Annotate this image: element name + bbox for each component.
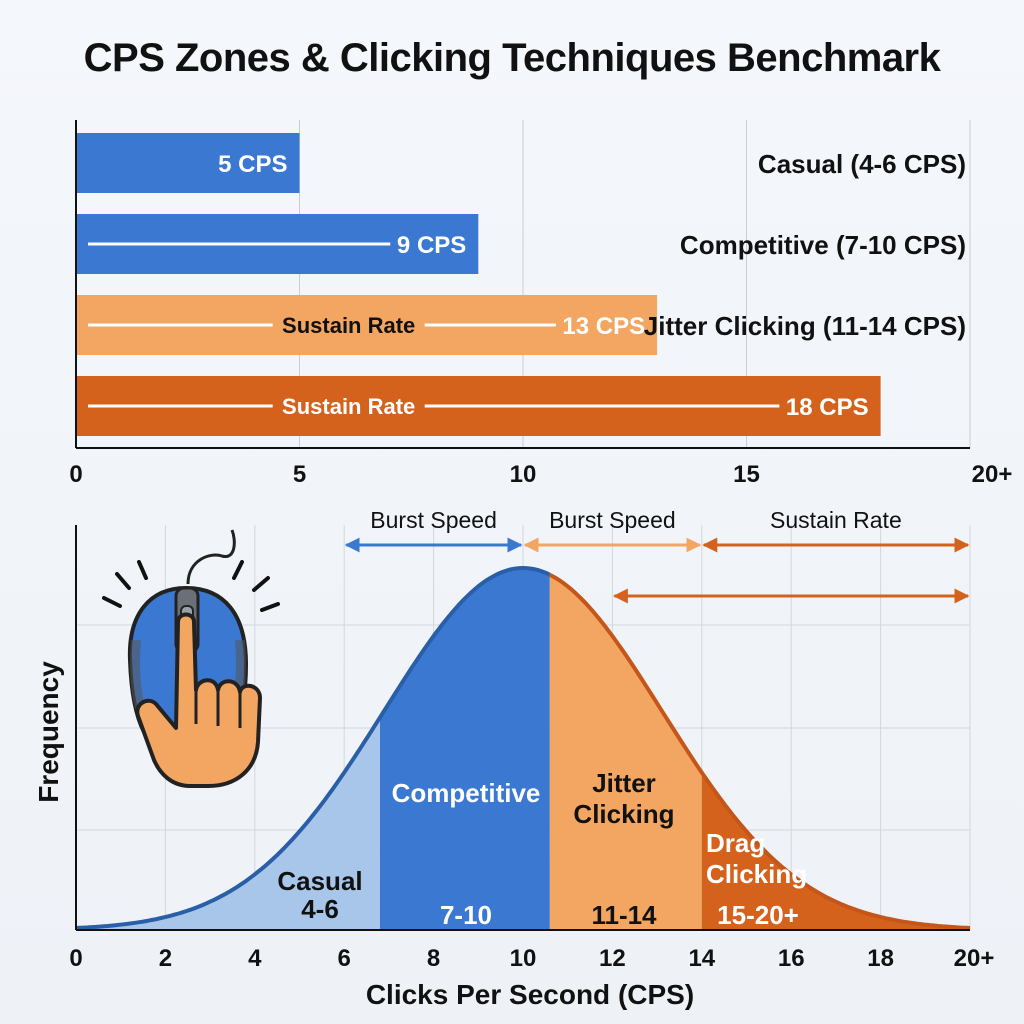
bar-category-label: Competitive (7-10 CPS) [680, 230, 966, 260]
zone-range-label: 7-10 [440, 900, 492, 930]
area-x-tick-label: 18 [867, 945, 894, 972]
area-x-tick-label: 12 [599, 945, 626, 972]
zone-area [379, 568, 550, 930]
area-x-tick-label: 16 [778, 945, 805, 972]
zone-range-label: 4-6 [301, 894, 339, 924]
zone-name-label: Drag Clicking [706, 828, 807, 889]
zone-area [701, 772, 970, 930]
distribution-curve [75, 565, 551, 930]
area-x-tick-label: 6 [338, 945, 351, 972]
bar-x-tick-label: 5 [293, 461, 306, 488]
range-arrow-label: Sustain Rate [770, 507, 902, 533]
range-arrow-label: Burst Speed [370, 507, 497, 533]
bar-inner-label: Sustain Rate [282, 394, 415, 419]
bar-x-tick-label: 15 [733, 461, 760, 488]
zone-name-label: Jitter Clicking [573, 768, 674, 829]
distribution-curve [548, 572, 971, 930]
bar-x-tick-label: 20+ [972, 461, 1013, 488]
bar-value-label: 13 CPS [562, 313, 645, 340]
bar-inner-label: Sustain Rate [282, 313, 415, 338]
zone-area [76, 717, 380, 930]
zone-area [549, 574, 702, 930]
mouse-click-icon [102, 529, 280, 788]
area-x-tick-label: 8 [427, 945, 440, 972]
bar-category-label: Casual (4-6 CPS) [758, 149, 966, 179]
zone-name-label: Competitive [392, 778, 541, 808]
zone-name-label: Casual [277, 866, 362, 896]
bar-value-label: 5 CPS [218, 151, 287, 178]
bar [76, 133, 300, 193]
range-arrow-label: Burst Speed [549, 507, 676, 533]
bar-value-label: 18 CPS [786, 394, 869, 421]
bar-x-tick-label: 10 [510, 461, 537, 488]
area-x-tick-label: 14 [688, 945, 715, 972]
area-x-tick-label: 20+ [954, 945, 995, 972]
bar-x-tick-label: 0 [69, 461, 82, 488]
bar-category-label: Jitter Clicking (11-14 CPS) [644, 311, 966, 341]
chart-title: CPS Zones & Clicking Techniques Benchmar… [83, 36, 941, 80]
area-x-tick-label: 4 [248, 945, 262, 972]
zone-range-label: 15-20+ [717, 900, 799, 930]
area-x-tick-label: 0 [69, 945, 82, 972]
area-x-tick-label: 10 [510, 945, 537, 972]
bar-chart: 5 CPS Casual (4-6 CPS) 9 CPS Competitive (7… [69, 120, 1012, 488]
bar-value-label: 9 CPS [397, 232, 466, 259]
zone-range-label: 11-14 [591, 900, 657, 930]
area-x-tick-label: 2 [159, 945, 172, 972]
x-axis-title: Clicks Per Second (CPS) [366, 979, 694, 1010]
y-axis-title: Frequency [33, 661, 64, 803]
